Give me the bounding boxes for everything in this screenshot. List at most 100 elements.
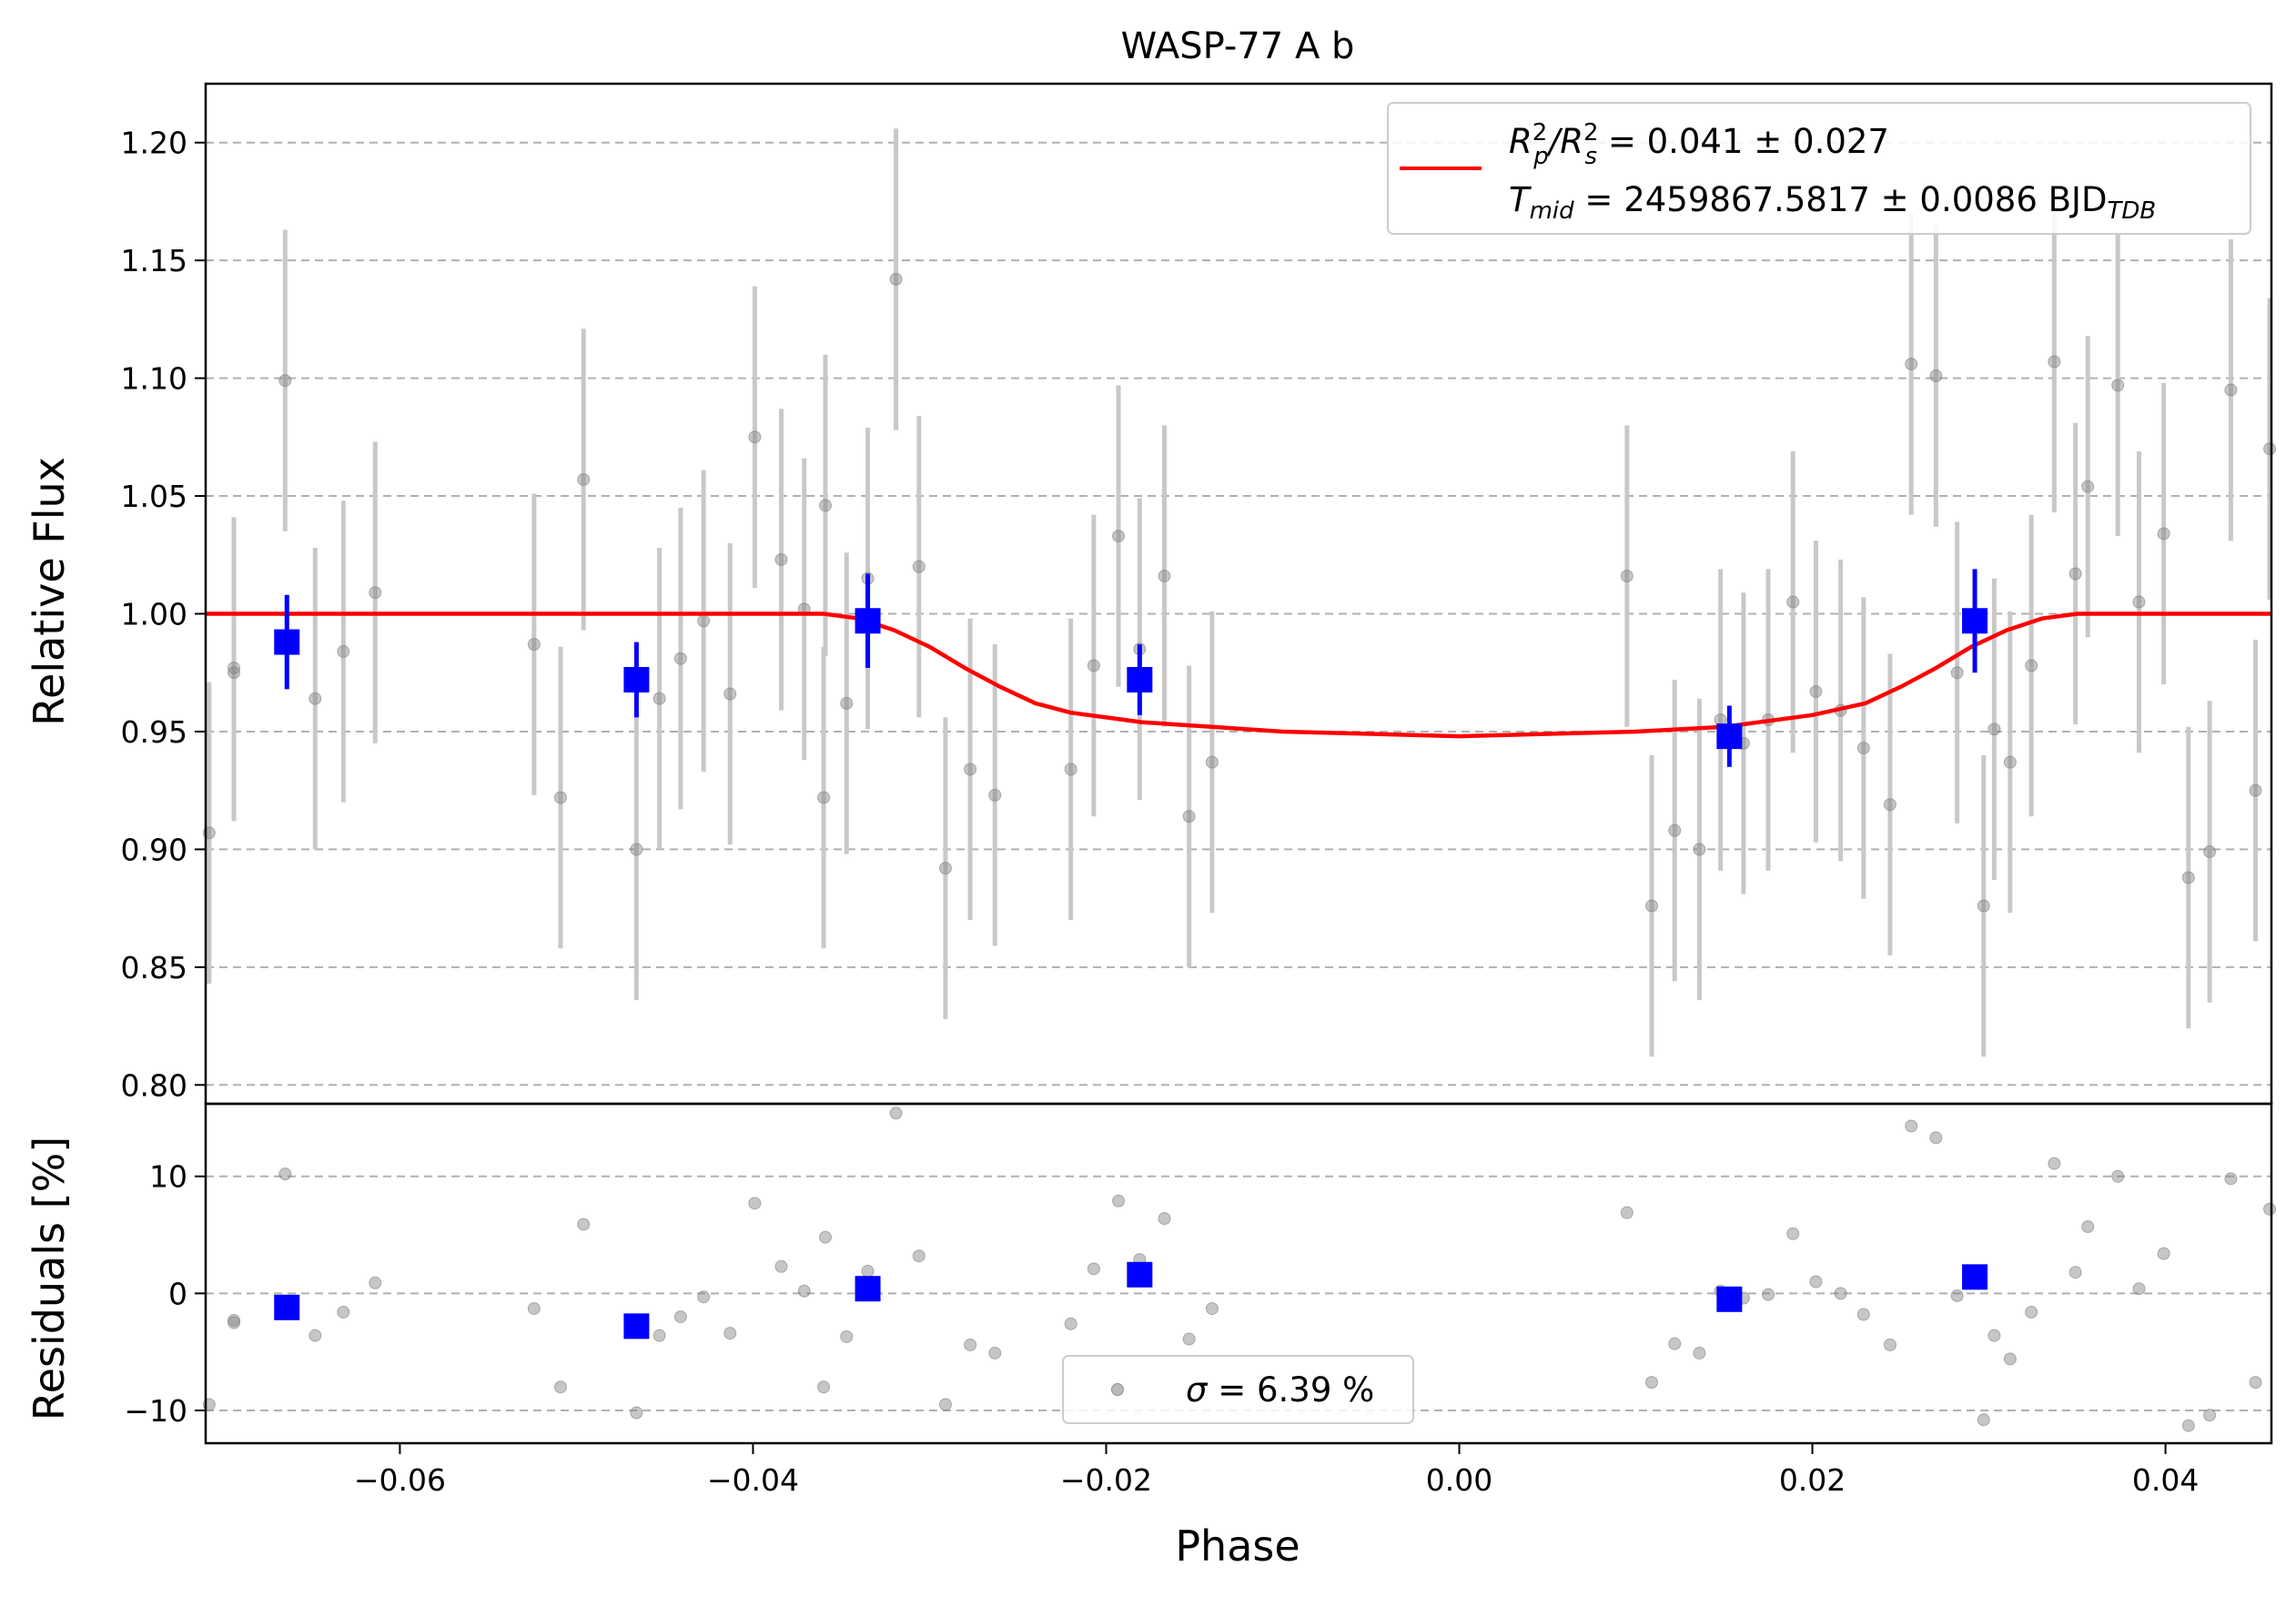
chart-title: WASP-77 A b — [1121, 25, 1355, 67]
raw-point — [1620, 570, 1633, 583]
residual-raw-point — [1883, 1338, 1896, 1351]
residual-raw-point — [774, 1259, 788, 1273]
residual-raw-point — [912, 1249, 925, 1263]
residual-raw-point — [630, 1406, 643, 1420]
residual-raw-point — [369, 1276, 382, 1289]
raw-point — [1087, 659, 1100, 672]
y-axis-label-top: Relative Flux — [25, 457, 74, 726]
top-y-tick-label: 1.20 — [121, 126, 187, 161]
legend-depth-label: R2 p/R2 s = 0.041 ± 0.027 — [1509, 119, 1889, 170]
raw-point — [630, 843, 643, 856]
raw-point — [2249, 783, 2262, 797]
raw-point — [1977, 899, 1990, 913]
x-tick-label: −0.02 — [1060, 1462, 1152, 1498]
binned-point — [1962, 608, 1988, 634]
legend-depth-value: = 0.041 ± 0.027 — [1597, 122, 1889, 161]
legend-sub-p: p — [1532, 143, 1549, 170]
raw-point — [2181, 871, 2195, 884]
bottom-y-tick-label: 10 — [149, 1159, 187, 1195]
legend-slash-rs: /R — [1546, 122, 1583, 161]
residual-raw-point — [2003, 1352, 2017, 1366]
bottom-panel-plot — [202, 1107, 2277, 1432]
residual-raw-point — [1112, 1194, 1126, 1208]
residual-raw-point — [2181, 1419, 2195, 1432]
raw-point — [889, 272, 903, 286]
raw-point — [652, 692, 666, 705]
raw-point — [308, 692, 322, 705]
residual-raw-point — [938, 1398, 952, 1411]
transit-model-line — [206, 611, 2271, 739]
raw-point — [1668, 824, 1682, 837]
raw-point — [1158, 570, 1171, 583]
residual-raw-point — [2132, 1282, 2146, 1296]
top-y-tick-label: 1.10 — [121, 361, 187, 397]
residual-raw-point — [1668, 1337, 1682, 1350]
raw-point — [819, 499, 832, 512]
residual-raw-point — [1809, 1275, 1823, 1289]
x-tick-label: 0.04 — [2132, 1462, 2199, 1498]
legend-sub-s: s — [1585, 143, 1598, 170]
raw-point — [553, 791, 567, 804]
raw-point — [1182, 810, 1196, 824]
residual-binned-point — [1962, 1264, 1988, 1290]
legend-raw-marker — [1111, 1383, 1124, 1396]
legend-sigma-symbol: σ — [1186, 1370, 1209, 1410]
residual-raw-point — [278, 1167, 292, 1181]
residual-raw-point — [1977, 1413, 1990, 1427]
raw-point — [1950, 666, 1964, 680]
raw-point — [2263, 442, 2277, 456]
legend-sigma-label: σ = 6.39 % — [1186, 1370, 1374, 1410]
residual-raw-point — [1087, 1262, 1100, 1276]
top-y-tick-label: 1.00 — [121, 597, 187, 632]
binned-point — [855, 608, 881, 634]
residual-raw-point — [1834, 1287, 1847, 1300]
raw-point — [278, 374, 292, 388]
raw-point — [938, 862, 952, 875]
top-y-tick-label: 0.90 — [121, 832, 187, 867]
residual-raw-point — [2081, 1220, 2095, 1234]
residual-raw-point — [2263, 1202, 2277, 1216]
legend-tmid-unit-sub: TDB — [2107, 197, 2156, 225]
raw-point — [1064, 763, 1077, 776]
top-y-tick-label: 1.15 — [121, 243, 187, 278]
raw-point — [2203, 844, 2217, 858]
residual-raw-point — [2068, 1266, 2082, 1279]
residual-raw-point — [337, 1305, 350, 1319]
legend-bottom: σ = 6.39 % — [1062, 1355, 1414, 1424]
raw-point — [2111, 379, 2125, 392]
residual-raw-point — [797, 1284, 811, 1298]
x-axis-label: Phase — [1175, 1521, 1300, 1571]
residual-raw-point — [1929, 1131, 1943, 1145]
residual-raw-point — [1620, 1206, 1633, 1219]
residual-binned-point — [1127, 1261, 1153, 1288]
legend-sigma-value: = 6.39 % — [1207, 1370, 1374, 1410]
residual-raw-point — [697, 1290, 711, 1304]
y-axis-label-bottom: Residuals [%] — [25, 1137, 74, 1420]
x-tick-label: 0.02 — [1779, 1462, 1846, 1498]
x-tick-label: 0.00 — [1426, 1462, 1492, 1498]
raw-point — [988, 788, 1002, 802]
residual-raw-point — [819, 1230, 832, 1244]
residual-raw-point — [652, 1329, 666, 1342]
binned-point — [623, 666, 650, 692]
residual-raw-point — [723, 1327, 737, 1340]
raw-point — [748, 430, 762, 444]
residual-binned-point — [855, 1276, 881, 1302]
raw-point — [1988, 723, 2001, 736]
raw-point — [577, 472, 591, 486]
binned-point — [1127, 666, 1153, 692]
raw-point — [723, 687, 737, 701]
residual-raw-point — [673, 1310, 687, 1324]
residual-raw-point — [988, 1346, 1002, 1359]
residual-raw-point — [840, 1329, 854, 1343]
raw-point — [1112, 530, 1126, 543]
legend-sup-2a: 2 — [1532, 119, 1548, 147]
raw-point — [1205, 755, 1219, 769]
residual-raw-point — [1158, 1212, 1171, 1226]
residual-raw-point — [2111, 1169, 2125, 1183]
residual-raw-point — [1988, 1329, 2001, 1342]
raw-point — [527, 638, 541, 652]
raw-point — [228, 666, 241, 680]
residual-raw-point — [1064, 1317, 1077, 1330]
